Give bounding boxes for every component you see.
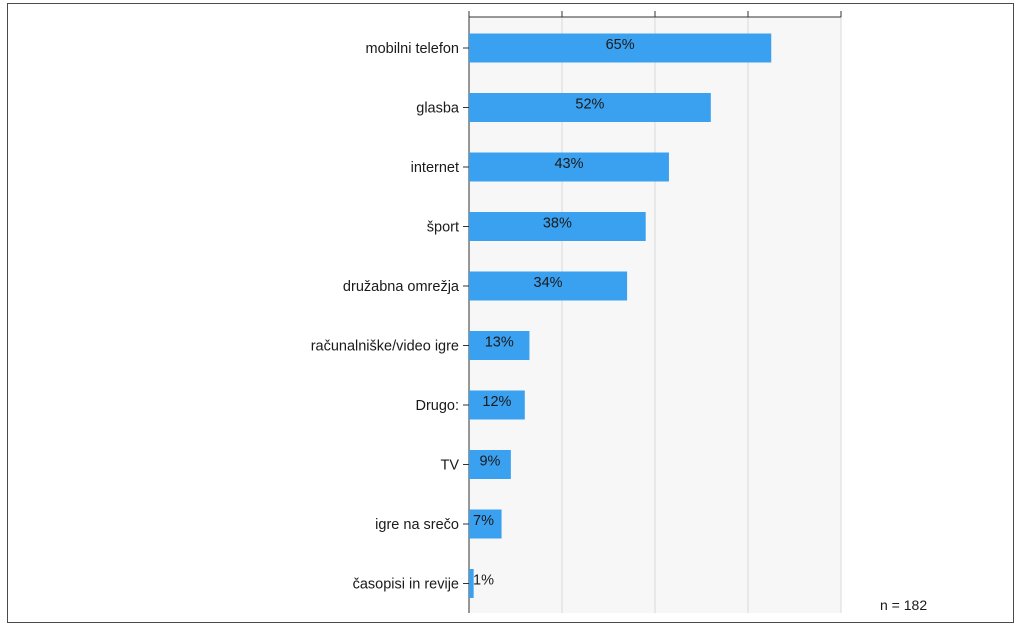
bar <box>469 152 669 182</box>
category-label: časopisi in revije <box>353 577 459 593</box>
bar <box>469 450 511 479</box>
bar <box>469 390 525 420</box>
data-label: 7% <box>473 513 494 529</box>
bar <box>469 212 646 241</box>
data-label: 9% <box>479 454 500 470</box>
bar <box>469 33 772 63</box>
bar <box>469 569 474 598</box>
data-label: 38% <box>543 216 572 232</box>
data-label: 52% <box>575 97 604 113</box>
data-label: 13% <box>485 335 514 351</box>
bar <box>469 509 502 539</box>
category-label: družabna omrežja <box>343 279 460 295</box>
data-label: 43% <box>554 156 583 172</box>
category-label: TV <box>440 458 459 474</box>
data-label: 1% <box>473 573 494 589</box>
bar <box>469 271 628 301</box>
category-label: šport <box>427 220 459 236</box>
sample-size-note: n = 182 <box>880 597 928 613</box>
category-label: mobilni telefon <box>366 41 460 57</box>
bar <box>469 93 711 122</box>
category-label: računalniške/video igre <box>311 339 459 355</box>
category-label: internet <box>411 160 459 176</box>
data-label: 12% <box>482 394 511 410</box>
bar <box>469 331 530 360</box>
data-label: 34% <box>534 275 563 291</box>
category-label: glasba <box>416 101 460 117</box>
category-label: igre na srečo <box>375 517 459 533</box>
category-label: Drugo: <box>415 398 459 414</box>
data-label: 65% <box>606 37 635 53</box>
